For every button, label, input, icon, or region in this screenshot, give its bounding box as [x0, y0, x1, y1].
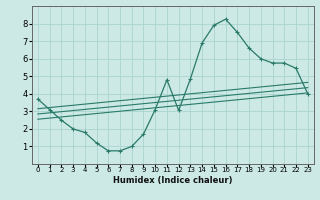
X-axis label: Humidex (Indice chaleur): Humidex (Indice chaleur)	[113, 176, 233, 185]
